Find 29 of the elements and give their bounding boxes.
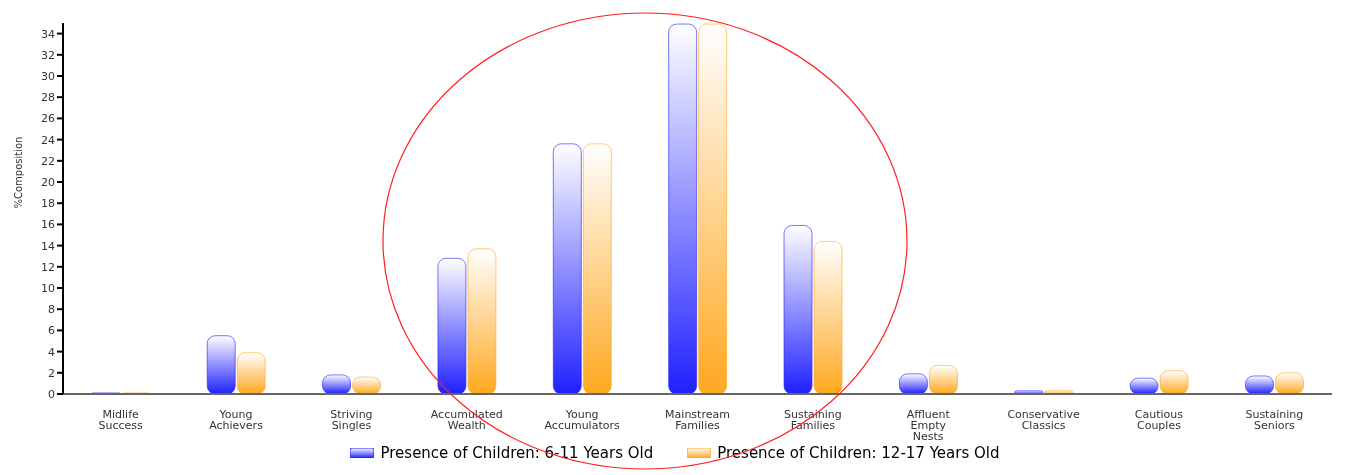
y-tick-label: 30	[41, 69, 55, 83]
y-tick-label: 16	[41, 218, 55, 232]
x-tick-label: Young Accumulators	[544, 407, 620, 432]
legend-label: Presence of Children: 6-11 Years Old	[380, 444, 654, 462]
y-tick-label: 4	[48, 345, 55, 359]
y-tick-label: 12	[41, 260, 55, 274]
x-tick-label: Sustaining Seniors	[1245, 407, 1304, 432]
y-axis-title: %Composition	[12, 136, 24, 209]
y-tick-label: 22	[41, 154, 55, 168]
x-tick-label: Mainstream Families	[665, 407, 730, 432]
y-tick-label: 28	[41, 91, 55, 105]
y-tick-label: 10	[41, 281, 55, 295]
y-tick-label: 26	[41, 112, 55, 126]
x-tick-label: Young Achievers	[209, 407, 264, 432]
x-tick-label: Striving Singles	[330, 407, 373, 432]
y-tick-label: 32	[41, 48, 55, 62]
y-tick-label: 0	[48, 387, 55, 401]
y-tick-label: 2	[48, 366, 55, 380]
y-tick-label: 6	[48, 324, 55, 338]
x-tick-label: Cautious Couples	[1134, 407, 1184, 432]
y-tick-label: 18	[41, 197, 55, 211]
y-tick-label: 14	[41, 239, 55, 253]
x-tick-label: Midlife Success	[98, 407, 144, 432]
y-tick-label: 24	[41, 133, 55, 147]
y-tick-label: 34	[41, 27, 55, 41]
x-tick-label: Affluent Empty Nests	[906, 407, 951, 443]
x-tick-label: Conservative Classics	[1007, 407, 1080, 432]
y-tick-label: 8	[48, 303, 55, 317]
y-tick-label: 20	[41, 175, 55, 189]
